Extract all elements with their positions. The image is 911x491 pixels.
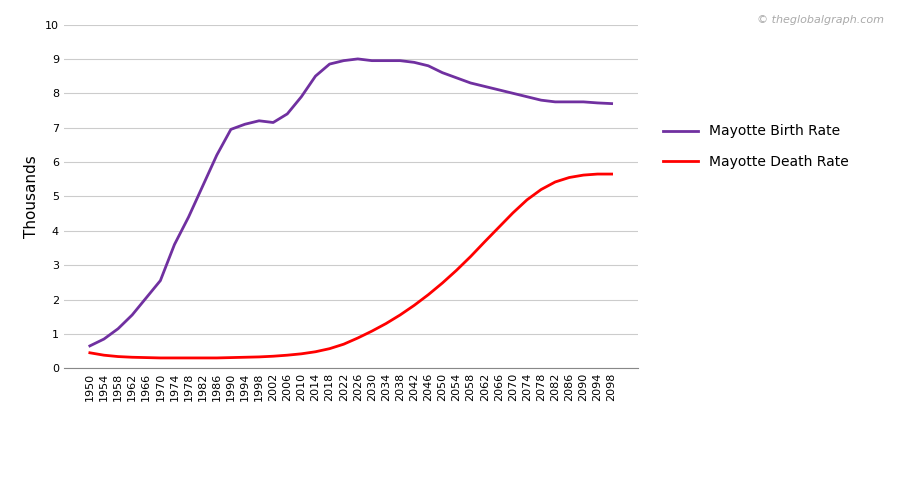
- Mayotte Death Rate: [240, 355, 251, 360]
- Mayotte Death Rate: [479, 239, 490, 245]
- Mayotte Birth Rate: [564, 99, 575, 105]
- Mayotte Birth Rate: [211, 152, 222, 158]
- Mayotte Death Rate: [466, 254, 476, 260]
- Y-axis label: Thousands: Thousands: [25, 155, 39, 238]
- Mayotte Birth Rate: [324, 61, 335, 67]
- Mayotte Birth Rate: [113, 326, 124, 332]
- Mayotte Death Rate: [507, 210, 518, 216]
- Mayotte Death Rate: [423, 292, 434, 298]
- Mayotte Death Rate: [592, 171, 603, 177]
- Mayotte Birth Rate: [409, 59, 420, 65]
- Mayotte Birth Rate: [451, 75, 462, 81]
- Mayotte Death Rate: [253, 354, 264, 360]
- Mayotte Birth Rate: [381, 58, 392, 64]
- Mayotte Death Rate: [310, 349, 321, 355]
- Mayotte Death Rate: [564, 175, 575, 181]
- Mayotte Death Rate: [85, 350, 96, 355]
- Mayotte Birth Rate: [268, 120, 279, 126]
- Mayotte Birth Rate: [479, 83, 490, 89]
- Mayotte Death Rate: [451, 267, 462, 273]
- Mayotte Death Rate: [606, 171, 617, 177]
- Mayotte Birth Rate: [423, 63, 434, 69]
- Mayotte Birth Rate: [437, 70, 448, 76]
- Mayotte Death Rate: [127, 355, 138, 360]
- Mayotte Birth Rate: [366, 58, 377, 64]
- Mayotte Death Rate: [437, 280, 448, 286]
- Mayotte Death Rate: [211, 355, 222, 361]
- Mayotte Death Rate: [381, 321, 392, 327]
- Mayotte Birth Rate: [578, 99, 589, 105]
- Mayotte Death Rate: [268, 354, 279, 359]
- Mayotte Death Rate: [183, 355, 194, 361]
- Mayotte Birth Rate: [197, 183, 208, 189]
- Mayotte Birth Rate: [253, 118, 264, 124]
- Mayotte Death Rate: [197, 355, 208, 361]
- Mayotte Death Rate: [409, 302, 420, 308]
- Mayotte Death Rate: [494, 224, 505, 230]
- Mayotte Death Rate: [549, 179, 560, 185]
- Mayotte Birth Rate: [521, 94, 532, 100]
- Mayotte Birth Rate: [549, 99, 560, 105]
- Text: © theglobalgraph.com: © theglobalgraph.com: [757, 15, 884, 25]
- Line: Mayotte Death Rate: Mayotte Death Rate: [90, 174, 611, 358]
- Mayotte Birth Rate: [394, 58, 405, 64]
- Mayotte Death Rate: [225, 355, 236, 360]
- Mayotte Birth Rate: [225, 127, 236, 133]
- Mayotte Death Rate: [141, 355, 152, 360]
- Mayotte Death Rate: [521, 197, 532, 203]
- Mayotte Birth Rate: [507, 90, 518, 96]
- Mayotte Death Rate: [169, 355, 180, 361]
- Mayotte Birth Rate: [141, 295, 152, 300]
- Mayotte Death Rate: [324, 346, 335, 352]
- Mayotte Death Rate: [113, 354, 124, 359]
- Mayotte Birth Rate: [592, 100, 603, 106]
- Mayotte Birth Rate: [240, 121, 251, 127]
- Mayotte Birth Rate: [606, 101, 617, 107]
- Mayotte Death Rate: [155, 355, 166, 361]
- Mayotte Birth Rate: [98, 336, 109, 342]
- Mayotte Birth Rate: [536, 97, 547, 103]
- Mayotte Death Rate: [98, 352, 109, 358]
- Mayotte Birth Rate: [169, 242, 180, 247]
- Mayotte Death Rate: [394, 312, 405, 318]
- Mayotte Birth Rate: [296, 94, 307, 100]
- Mayotte Birth Rate: [127, 312, 138, 318]
- Mayotte Birth Rate: [281, 111, 292, 117]
- Line: Mayotte Birth Rate: Mayotte Birth Rate: [90, 59, 611, 346]
- Mayotte Birth Rate: [338, 58, 349, 64]
- Mayotte Death Rate: [296, 351, 307, 357]
- Legend: Mayotte Birth Rate, Mayotte Death Rate: Mayotte Birth Rate, Mayotte Death Rate: [656, 117, 855, 176]
- Mayotte Birth Rate: [466, 80, 476, 86]
- Mayotte Birth Rate: [183, 214, 194, 220]
- Mayotte Death Rate: [366, 328, 377, 334]
- Mayotte Death Rate: [536, 187, 547, 192]
- Mayotte Death Rate: [338, 341, 349, 347]
- Mayotte Death Rate: [281, 352, 292, 358]
- Mayotte Birth Rate: [353, 56, 363, 62]
- Mayotte Death Rate: [353, 335, 363, 341]
- Mayotte Birth Rate: [310, 73, 321, 79]
- Mayotte Death Rate: [578, 172, 589, 178]
- Mayotte Birth Rate: [494, 87, 505, 93]
- Mayotte Birth Rate: [85, 343, 96, 349]
- Mayotte Birth Rate: [155, 278, 166, 284]
